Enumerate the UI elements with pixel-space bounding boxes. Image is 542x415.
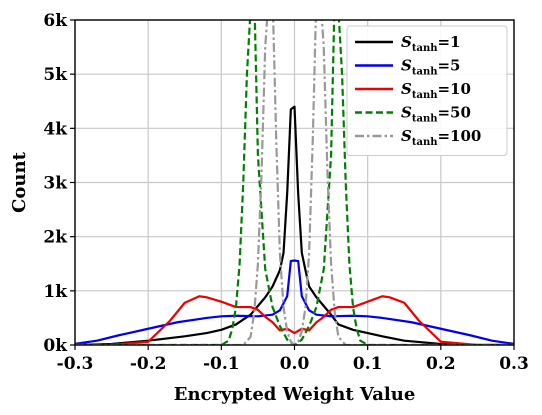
ticks: [70, 19, 515, 350]
legend-label-2: Stanh=10: [401, 80, 471, 101]
legend-label-sub: tanh: [412, 67, 438, 78]
legend-label-4: Stanh=100: [401, 127, 481, 148]
series-line-1: [75, 259, 514, 345]
y-tick-labels: 0k 1k 2k 3k 4k 5k 6k: [43, 11, 68, 356]
y-tick-label: 4k: [43, 119, 68, 139]
series-group: [75, 20, 514, 345]
legend-label-sub: tanh: [412, 137, 438, 148]
x-tick-label: -0.2: [130, 354, 167, 374]
y-tick-label: 1k: [43, 282, 68, 302]
legend-label-main: S: [401, 80, 412, 98]
legend-label-main: S: [401, 33, 412, 51]
y-axis-label: Count: [9, 151, 30, 213]
y-tick-label: 0k: [43, 336, 68, 356]
x-axis-label: Encrypted Weight Value: [174, 384, 416, 405]
x-tick-label: 0.3: [499, 354, 529, 374]
legend-label-main: S: [401, 57, 412, 75]
legend-label-value: =5: [437, 57, 460, 75]
x-tick-label: 0.1: [353, 354, 383, 374]
x-tick-labels: -0.3 -0.2 -0.1 0.0 0.1 0.2 0.3: [57, 354, 529, 374]
y-tick-label: 2k: [43, 228, 68, 248]
x-tick-label: -0.3: [57, 354, 94, 374]
legend-label-sub: tanh: [412, 114, 438, 125]
legend-label-main: S: [401, 127, 412, 145]
series-line-0: [75, 105, 514, 345]
series-line-2: [75, 295, 514, 345]
legend-label-sub: tanh: [412, 90, 438, 101]
legend-label-3: Stanh=50: [401, 104, 471, 125]
x-tick-label: 0.2: [426, 354, 456, 374]
legend-label-value: =1: [437, 33, 460, 51]
legend-label-main: S: [401, 104, 412, 122]
legend-label-1: Stanh=5: [401, 57, 461, 78]
y-tick-label: 6k: [43, 11, 68, 31]
y-tick-label: 5k: [43, 65, 68, 85]
legend-label-value: =50: [437, 104, 470, 122]
legend-box: [346, 25, 508, 156]
legend-label-0: Stanh=1: [401, 33, 461, 54]
legend-label-value: =10: [437, 80, 470, 98]
series-line-3: [75, 20, 514, 345]
legend-label-value: =100: [437, 127, 481, 145]
y-tick-label: 3k: [43, 174, 68, 194]
x-tick-label: -0.1: [203, 354, 240, 374]
x-tick-label: 0.0: [280, 354, 310, 374]
legend-label-sub: tanh: [412, 43, 438, 54]
